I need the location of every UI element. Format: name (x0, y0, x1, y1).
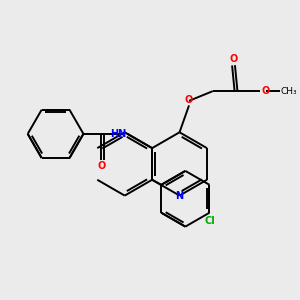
Text: HN: HN (110, 129, 127, 139)
Text: O: O (261, 86, 269, 96)
Text: O: O (229, 54, 238, 64)
Text: Cl: Cl (204, 216, 215, 226)
Text: O: O (185, 94, 193, 105)
Text: O: O (98, 161, 106, 171)
Text: N: N (176, 190, 184, 201)
Text: CH₃: CH₃ (280, 87, 297, 96)
